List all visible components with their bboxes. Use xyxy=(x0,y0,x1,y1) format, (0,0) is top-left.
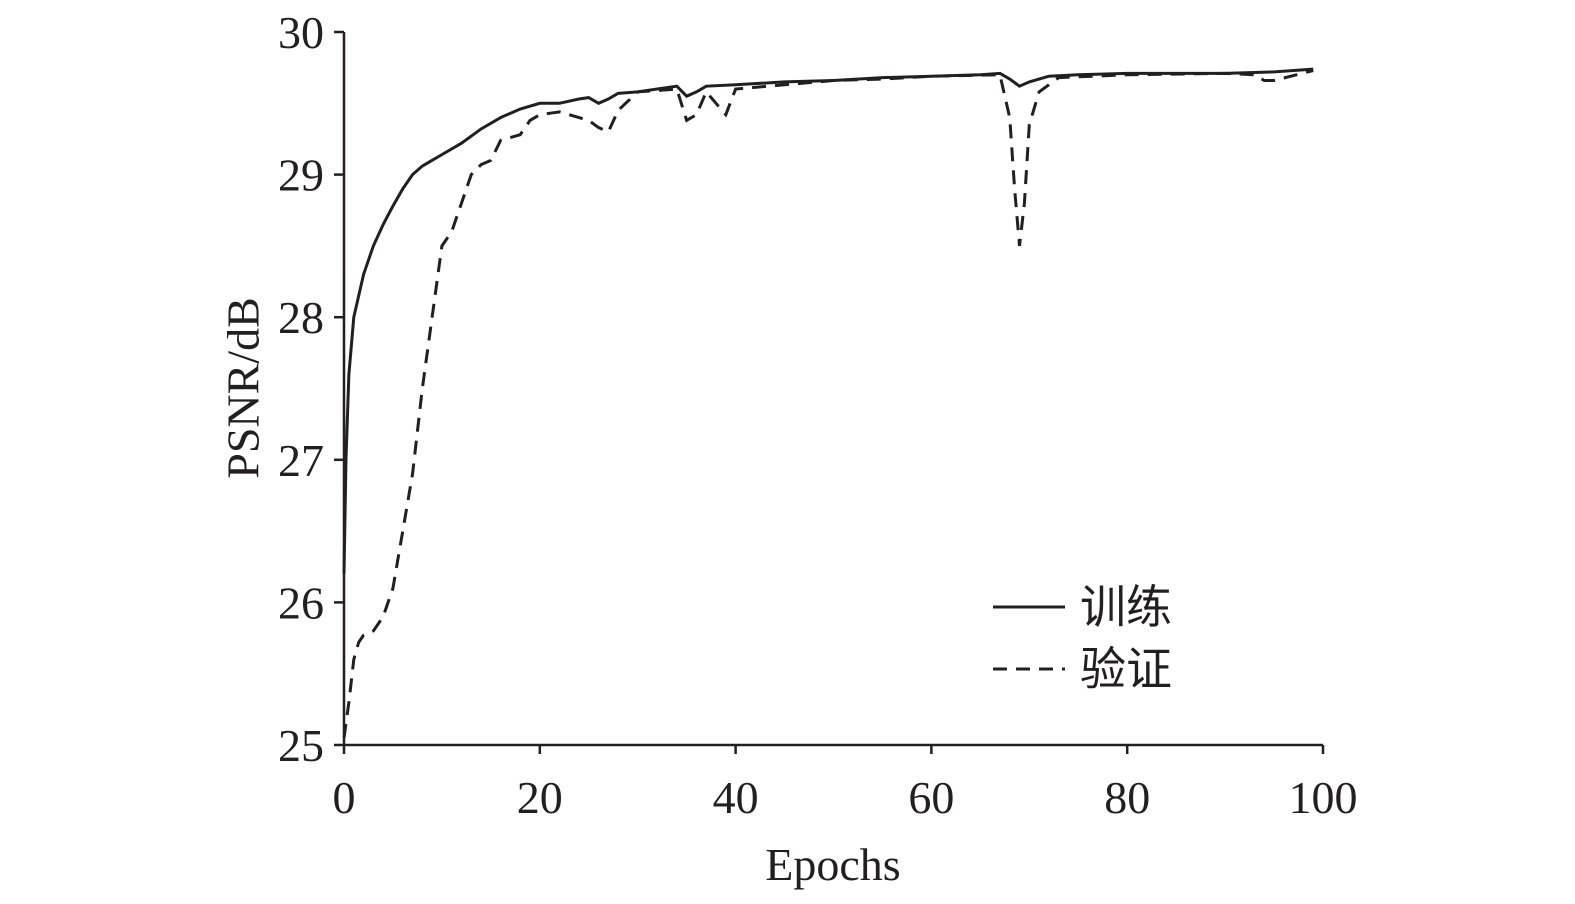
y-tick-label: 28 xyxy=(278,292,324,343)
series-line xyxy=(342,69,1314,739)
y-tick-label: 30 xyxy=(278,7,324,58)
legend-label: 验证 xyxy=(1080,644,1172,695)
y-axis-label: PSNR/dB xyxy=(218,297,269,479)
series-line xyxy=(342,67,1314,574)
x-tick-label: 0 xyxy=(333,772,356,823)
x-axis-label: Epochs xyxy=(765,839,900,890)
x-tick-label: 20 xyxy=(517,772,563,823)
y-tick-label: 25 xyxy=(278,720,324,771)
y-tick-label: 26 xyxy=(278,577,324,628)
x-tick-label: 80 xyxy=(1104,772,1150,823)
x-tick-label: 40 xyxy=(713,772,759,823)
y-tick-label: 27 xyxy=(278,435,324,486)
y-tick-label: 29 xyxy=(278,150,324,201)
x-tick-label: 100 xyxy=(1289,772,1358,823)
legend-label: 训练 xyxy=(1080,582,1172,633)
x-tick-label: 60 xyxy=(908,772,954,823)
